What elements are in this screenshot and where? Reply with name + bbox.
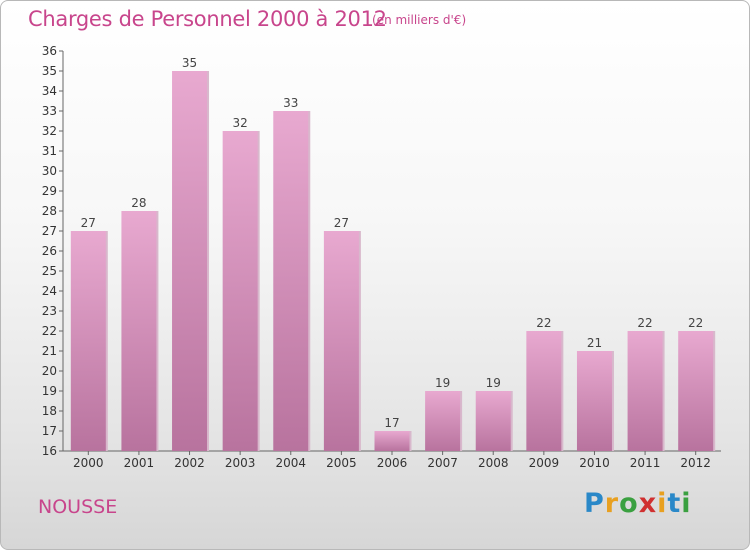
x-tick-label: 2012 [680,456,711,470]
bar-value-label: 22 [688,316,703,330]
logo-letter: t [667,488,682,519]
logo-letter: o [619,488,639,519]
proxiti-logo: Proxiti [584,488,692,519]
bar-value-label: 22 [637,316,652,330]
bar [70,231,106,451]
y-tick-label: 33 [42,104,57,118]
chart-subtitle: (en milliers d'€) [372,13,467,27]
y-tick-label: 21 [42,344,57,358]
axes: 16 17 18 19 20 21 22 23 24 25 26 27 28 29 30 31 32 33 34 35… [42,44,721,458]
bars [70,71,716,451]
bar [576,351,612,451]
labels: 27 2000 28 2001 35 2002 32 2003 33 2004 27 2005 17 20… [73,56,711,470]
y-tick-label: 35 [42,64,57,78]
bar [374,431,410,451]
y-tick-label: 19 [42,384,57,398]
x-tick-label: 2005 [326,456,357,470]
y-tick-label: 16 [42,444,57,458]
x-tick-label: 2007 [427,456,458,470]
y-tick-label: 20 [42,364,57,378]
bar [323,231,359,451]
x-tick-label: 2003 [225,456,256,470]
logo-letter: x [638,488,658,519]
bar-value-label: 33 [283,96,298,110]
y-tick-label: 32 [42,124,57,138]
y-tick-label: 30 [42,164,57,178]
bar-value-label: 19 [486,376,501,390]
bar-value-label: 19 [435,376,450,390]
y-tick-label: 25 [42,264,57,278]
bar [425,391,461,451]
y-tick-label: 22 [42,324,57,338]
bar-value-label: 28 [131,196,146,210]
y-tick-label: 18 [42,404,57,418]
logo-letter: P [584,488,605,519]
commune-name: NOUSSE [38,496,118,518]
y-tick-label: 24 [42,284,57,298]
bar-value-label: 27 [334,216,349,230]
bar [273,111,309,451]
x-tick-label: 2006 [377,456,408,470]
y-tick-label: 34 [42,84,57,98]
chart-title: Charges de Personnel 2000 à 2012 [28,7,387,31]
bar [475,391,511,451]
y-tick-label: 31 [42,144,57,158]
y-tick-label: 26 [42,244,57,258]
bar-value-label: 35 [182,56,197,70]
x-tick-label: 2008 [478,456,509,470]
bar-value-label: 32 [233,116,248,130]
x-tick-label: 2002 [174,456,205,470]
bar [678,331,714,451]
y-tick-label: 23 [42,304,57,318]
y-tick-label: 29 [42,184,57,198]
x-tick-label: 2009 [529,456,560,470]
bar-value-label: 17 [384,416,399,430]
x-tick-label: 2011 [630,456,661,470]
bar-value-label: 22 [536,316,551,330]
logo-letter: r [604,488,620,519]
logo-letter: i [681,488,692,519]
x-tick-label: 2000 [73,456,104,470]
bar [121,211,157,451]
y-tick-label: 36 [42,44,57,58]
y-tick-label: 27 [42,224,57,238]
y-tick-label: 17 [42,424,57,438]
x-tick-label: 2004 [275,456,306,470]
x-tick-label: 2010 [579,456,610,470]
bar-value-label: 27 [81,216,96,230]
bar [172,71,208,451]
bar [627,331,663,451]
logo-letter: i [657,488,668,519]
y-tick-label: 28 [42,204,57,218]
x-tick-label: 2001 [124,456,155,470]
bar [526,331,562,451]
bar [222,131,258,451]
bar-value-label: 21 [587,336,602,350]
